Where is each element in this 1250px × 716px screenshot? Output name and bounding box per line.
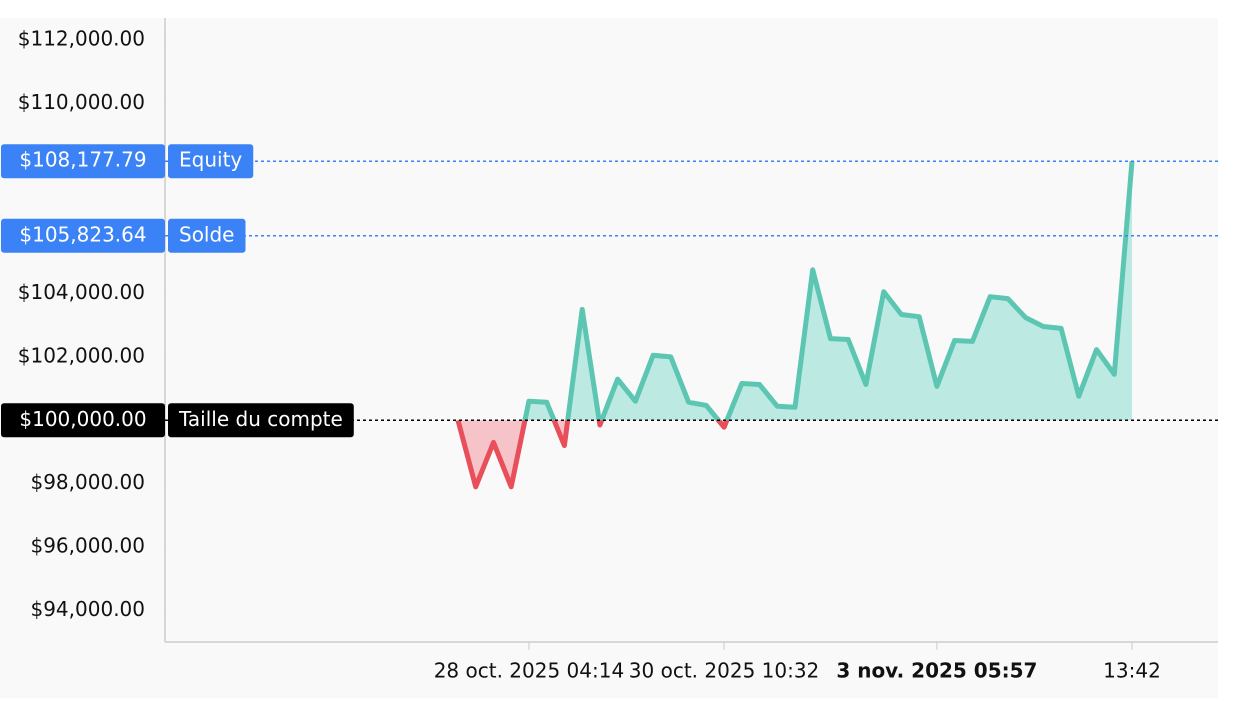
value-badge	[1, 218, 165, 253]
x-tick-label: 13:42	[1103, 659, 1161, 683]
area-positive	[458, 161, 1132, 421]
y-tick-label: $96,000.00	[30, 533, 145, 557]
x-tick-label: 3 nov. 2025 05:57	[836, 659, 1037, 683]
name-badge-label: Taille du compte	[178, 407, 343, 431]
name-badge	[168, 218, 246, 253]
y-tick-label: $112,000.00	[18, 27, 145, 51]
value-badge-label: $105,823.64	[19, 222, 146, 246]
value-badge-label: $108,177.79	[19, 148, 146, 172]
x-tick-label: 30 oct. 2025 10:32	[629, 659, 820, 683]
name-badge-label: Equity	[179, 148, 242, 172]
name-badge-label: Solde	[179, 222, 235, 246]
y-tick-label: $110,000.00	[18, 90, 145, 114]
name-badge	[168, 144, 254, 179]
y-tick-label: $102,000.00	[18, 343, 145, 367]
value-badge-label: $100,000.00	[19, 407, 146, 431]
y-tick-label: $104,000.00	[18, 280, 145, 304]
area-negative	[458, 420, 727, 487]
y-tick-label: $94,000.00	[30, 597, 145, 621]
x-tick-label: 28 oct. 2025 04:14	[434, 659, 625, 683]
value-badge	[1, 144, 165, 179]
value-badge	[1, 403, 165, 438]
y-tick-label: $98,000.00	[30, 470, 145, 494]
line-positive	[458, 160, 1135, 421]
name-badge	[168, 403, 354, 438]
